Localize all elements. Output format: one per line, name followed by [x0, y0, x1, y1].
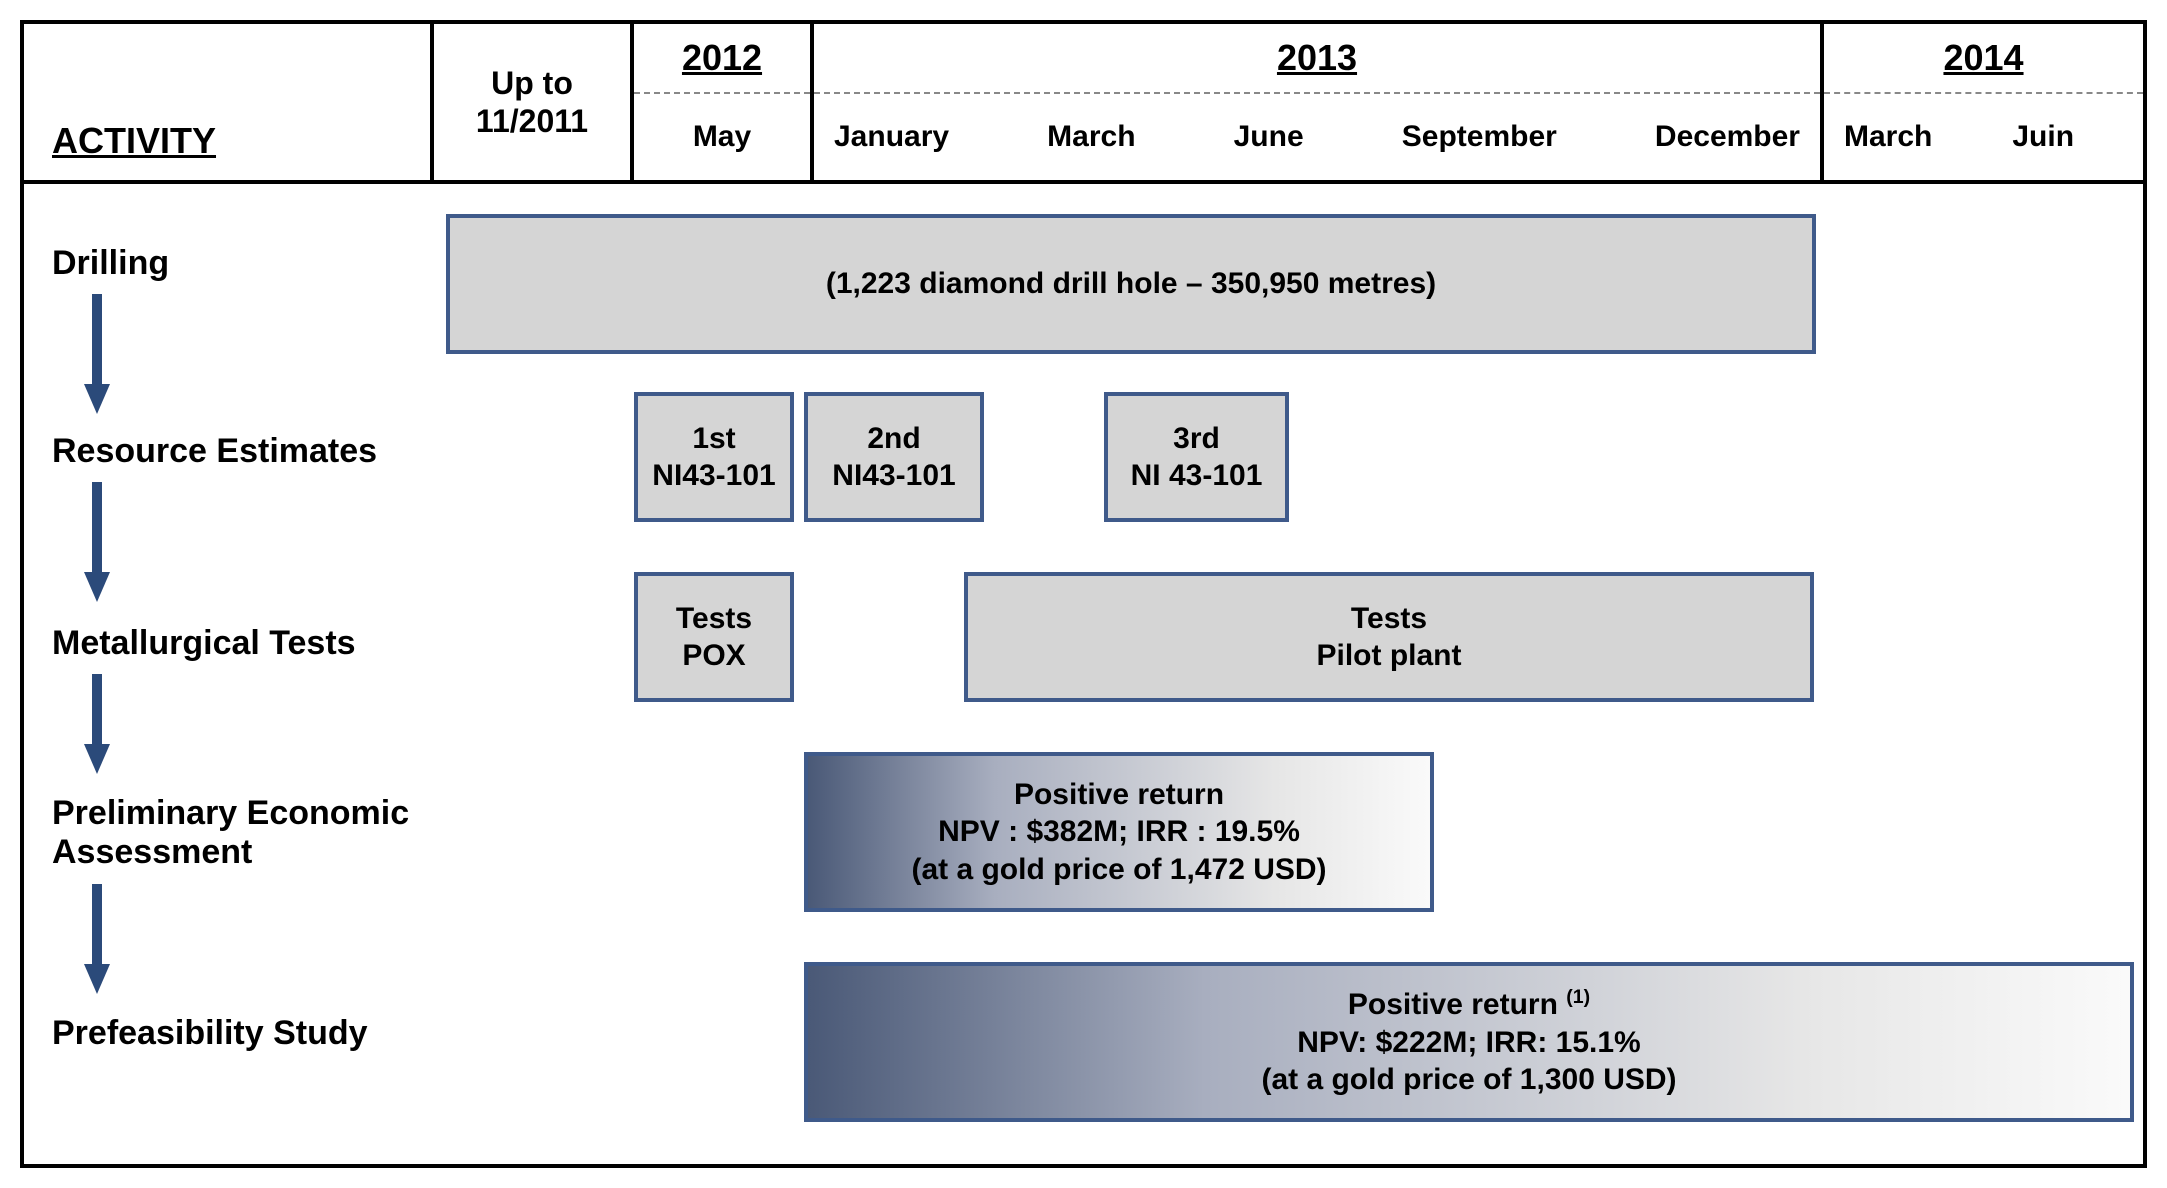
re1-line2: NI43-101	[652, 457, 775, 495]
re2-line2: NI43-101	[832, 457, 955, 495]
arrow-icon	[84, 482, 104, 602]
months-2013: January March June September December	[814, 94, 1820, 180]
pea-line1: Positive return	[1014, 776, 1224, 814]
label-pea: Preliminary Economic Assessment	[52, 794, 409, 872]
pea-line3: (at a gold price of 1,472 USD)	[911, 851, 1326, 889]
re2-line1: 2nd	[867, 420, 920, 458]
gantt-area: (1,223 diamond drill hole – 350,950 metr…	[434, 184, 2143, 1164]
header-years: 2012 May 2013 January March June Septemb…	[634, 24, 2143, 180]
month-december: December	[1655, 120, 1800, 154]
bar-mt2: Tests Pilot plant	[964, 572, 1814, 702]
mt2-line2: Pilot plant	[1317, 637, 1462, 675]
label-prefeasibility: Prefeasibility Study	[52, 1014, 368, 1053]
arrow-icon	[84, 884, 104, 994]
year-2013-label: 2013	[814, 24, 1820, 94]
month-january: January	[834, 120, 949, 154]
bar-re1: 1st NI43-101	[634, 392, 794, 522]
re3-line1: 3rd	[1173, 420, 1220, 458]
re3-line2: NI 43-101	[1131, 457, 1263, 495]
label-drilling: Drilling	[52, 244, 169, 283]
pea-line2: Assessment	[52, 833, 252, 871]
month-juin: Juin	[2012, 120, 2074, 154]
year-2012-col: 2012 May	[634, 24, 814, 180]
label-metallurgical-tests: Metallurgical Tests	[52, 624, 356, 663]
month-may: May	[693, 120, 751, 154]
bar-re2: 2nd NI43-101	[804, 392, 984, 522]
bar-drilling: (1,223 diamond drill hole – 350,950 metr…	[446, 214, 1816, 354]
month-march-2014: March	[1844, 120, 1932, 154]
bar-re3: 3rd NI 43-101	[1104, 392, 1289, 522]
months-2014: March Juin	[1824, 94, 2143, 180]
pea-line2: NPV : $382M; IRR : 19.5%	[938, 813, 1300, 851]
pea-line1: Preliminary Economic	[52, 794, 409, 832]
month-september: September	[1402, 120, 1557, 154]
mt1-line2: POX	[682, 637, 745, 675]
pfs-line3: (at a gold price of 1,300 USD)	[1261, 1061, 1676, 1099]
label-resource-estimates: Resource Estimates	[52, 432, 377, 471]
bar-drilling-text: (1,223 diamond drill hole – 350,950 metr…	[826, 265, 1436, 303]
arrow-icon	[84, 674, 104, 774]
year-2013-col: 2013 January March June September Decemb…	[814, 24, 1824, 180]
chart-body: Drilling Resource Estimates Metallurgica…	[24, 184, 2143, 1164]
mt1-line1: Tests	[676, 600, 752, 638]
bar-pea: Positive return NPV : $382M; IRR : 19.5%…	[804, 752, 1434, 912]
month-june: June	[1234, 120, 1304, 154]
year-2014-col: 2014 March Juin	[1824, 24, 2143, 180]
gantt-chart: ACTIVITY Up to 11/2011 2012 May 2013 Jan…	[20, 20, 2147, 1168]
header-upto: Up to 11/2011	[434, 24, 634, 180]
upto-line2: 11/2011	[476, 102, 588, 140]
upto-line1: Up to	[491, 64, 573, 102]
month-march: March	[1047, 120, 1135, 154]
mt2-line1: Tests	[1351, 600, 1427, 638]
activity-labels-column: Drilling Resource Estimates Metallurgica…	[24, 184, 434, 1164]
pfs-line2: NPV: $222M; IRR: 15.1%	[1297, 1024, 1640, 1062]
header-activity-label: ACTIVITY	[24, 24, 434, 180]
bar-pfs: Positive return (1) NPV: $222M; IRR: 15.…	[804, 962, 2134, 1122]
header-row: ACTIVITY Up to 11/2011 2012 May 2013 Jan…	[24, 24, 2143, 184]
pfs-line1: Positive return (1)	[1348, 985, 1590, 1024]
arrow-icon	[84, 294, 104, 414]
year-2012-label: 2012	[634, 24, 810, 94]
year-2014-label: 2014	[1824, 24, 2143, 94]
bar-mt1: Tests POX	[634, 572, 794, 702]
re1-line1: 1st	[692, 420, 735, 458]
pfs-footnote: (1)	[1566, 986, 1590, 1008]
months-2012: May	[634, 94, 810, 180]
